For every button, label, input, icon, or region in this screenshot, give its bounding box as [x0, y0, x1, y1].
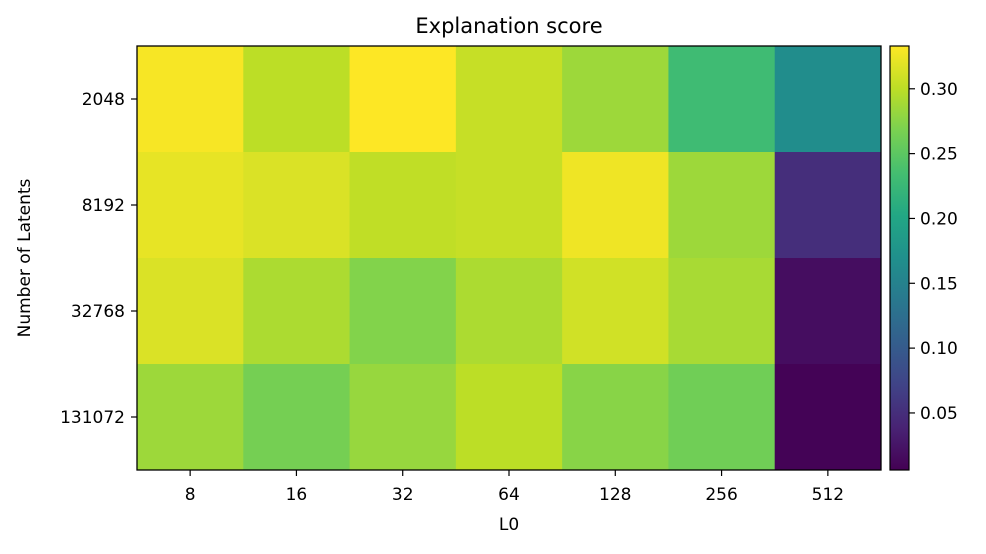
y-tick-label: 8192 — [82, 196, 125, 216]
heatmap-cell — [349, 364, 457, 471]
heatmap-cell — [243, 364, 351, 471]
colorbar-tick-label: 0.15 — [920, 274, 958, 294]
heatmap-cell — [668, 152, 776, 259]
heatmap-cells — [137, 46, 882, 471]
colorbar-tick-label: 0.10 — [920, 339, 958, 359]
colorbar-ticks: 0.05 0.10 0.15 0.20 0.25 0.30 — [909, 80, 958, 424]
colorbar-tick-label: 0.20 — [920, 209, 958, 229]
heatmap-cell — [774, 46, 882, 153]
x-tick-label: 256 — [705, 485, 737, 505]
y-tick-label: 32768 — [71, 302, 125, 322]
colorbar-tick-label: 0.25 — [920, 145, 958, 165]
heatmap-cell — [668, 258, 776, 365]
x-tick-label: 512 — [812, 485, 844, 505]
x-tick-label: 8 — [185, 485, 196, 505]
heatmap-cell — [774, 152, 882, 259]
colorbar — [889, 45, 910, 471]
y-tick-label: 2048 — [82, 90, 125, 110]
y-axis-ticks: 2048 8192 32768 131072 — [60, 90, 137, 428]
x-axis-ticks: 8 16 32 64 128 256 512 — [185, 470, 844, 505]
heatmap-cell — [349, 258, 457, 365]
heatmap-cell — [349, 46, 457, 153]
x-tick-label: 16 — [286, 485, 308, 505]
heatmap-cell — [137, 152, 244, 259]
heatmap-cell — [455, 364, 563, 471]
colorbar-tick-label: 0.30 — [920, 80, 958, 100]
x-tick-label: 32 — [392, 485, 414, 505]
heatmap-cell — [137, 258, 244, 365]
heatmap-cell — [455, 152, 563, 259]
heatmap-cell — [349, 152, 457, 259]
heatmap-cell — [562, 46, 669, 153]
heatmap-cell — [668, 46, 776, 153]
heatmap-cell — [774, 258, 882, 365]
heatmap-cell — [137, 46, 244, 153]
x-tick-label: 64 — [498, 485, 520, 505]
heatmap-cell — [243, 258, 351, 365]
heatmap-cell — [668, 364, 776, 471]
heatmap-cell — [243, 152, 351, 259]
y-axis-label: Number of Latents — [15, 178, 35, 337]
chart-title: Explanation score — [415, 14, 602, 38]
y-tick-label: 131072 — [60, 408, 125, 428]
heatmap-cell — [562, 152, 669, 259]
heatmap-cell — [562, 258, 669, 365]
x-axis-label: L0 — [499, 515, 519, 535]
heatmap-cell — [137, 364, 244, 471]
heatmap-cell — [562, 364, 669, 471]
heatmap-cell — [455, 46, 563, 153]
heatmap-cell — [455, 258, 563, 365]
x-tick-label: 128 — [599, 485, 631, 505]
heatmap-cell — [243, 46, 351, 153]
heatmap-cell — [774, 364, 882, 471]
colorbar-tick-label: 0.05 — [920, 404, 958, 424]
